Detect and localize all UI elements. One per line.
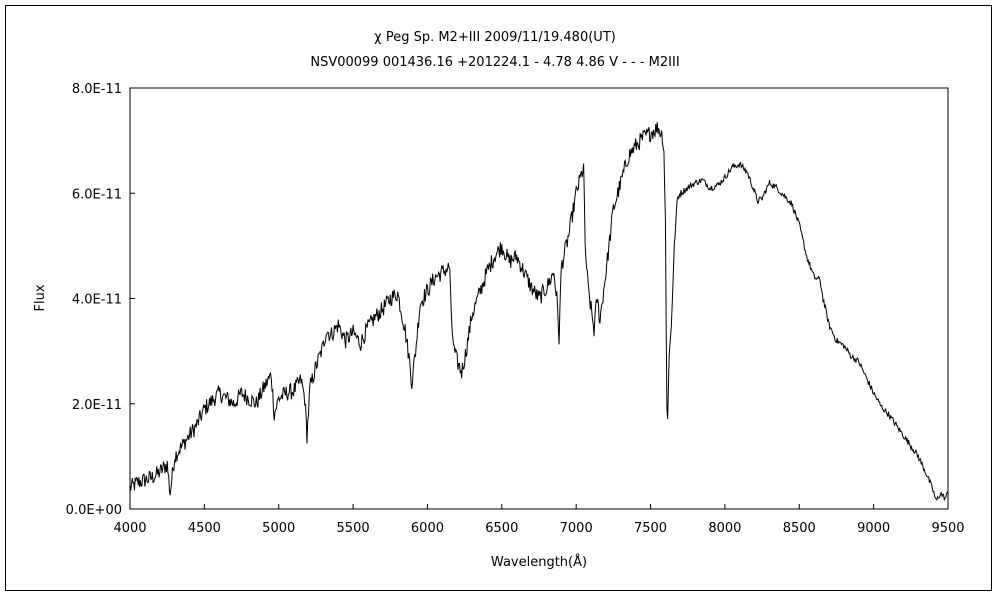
y-tick-label: 4.0E-11 xyxy=(72,293,122,308)
x-tick-label: 5500 xyxy=(337,521,370,536)
x-tick-label: 7500 xyxy=(634,521,667,536)
spectrum-line xyxy=(129,122,949,501)
x-tick-label: 9500 xyxy=(931,521,964,536)
x-tick-label: 4000 xyxy=(113,521,146,536)
chart-subtitle: NSV00099 001436.16 +201224.1 - 4.78 4.86… xyxy=(310,55,679,70)
x-tick-label: 7000 xyxy=(560,521,593,536)
x-tick-label: 8000 xyxy=(708,521,741,536)
x-tick-label: 5000 xyxy=(262,521,295,536)
chart-title: χ Peg Sp. M2+III 2009/11/19.480(UT) xyxy=(374,30,616,45)
y-tick-label: 2.0E-11 xyxy=(72,398,122,413)
y-tick-label: 6.0E-11 xyxy=(72,187,122,202)
y-axis-ticks: 0.0E+00 2.0E-11 4.0E-11 6.0E-11 8.0E-11 xyxy=(66,82,135,518)
x-tick-label: 9000 xyxy=(857,521,890,536)
x-axis-label: Wavelength(Å) xyxy=(491,554,587,570)
plot-area xyxy=(129,87,949,510)
x-tick-label: 8500 xyxy=(783,521,816,536)
y-tick-label: 8.0E-11 xyxy=(72,82,122,97)
y-axis-label: Flux xyxy=(33,284,48,311)
chart-frame xyxy=(5,5,992,591)
x-tick-label: 6500 xyxy=(485,521,518,536)
y-tick-label: 0.0E+00 xyxy=(66,503,122,518)
x-axis-ticks: 4000 4500 5000 5500 6000 6500 7000 7500 8000 8500… xyxy=(113,504,965,536)
x-tick-label: 6000 xyxy=(411,521,444,536)
x-tick-label: 4500 xyxy=(188,521,221,536)
series-layer xyxy=(129,122,949,501)
